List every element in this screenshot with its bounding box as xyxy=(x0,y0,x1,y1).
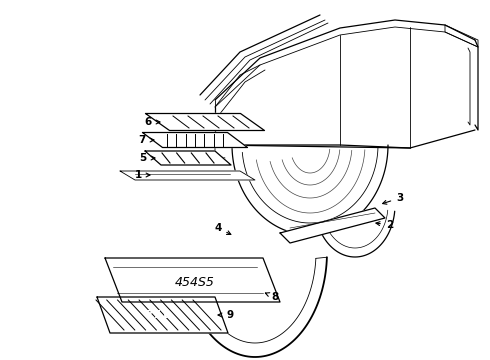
Polygon shape xyxy=(145,151,231,165)
Text: 2: 2 xyxy=(387,220,393,230)
Polygon shape xyxy=(105,258,280,302)
Polygon shape xyxy=(120,171,255,180)
Text: 9: 9 xyxy=(226,310,234,320)
Text: 1: 1 xyxy=(134,170,142,180)
Text: Z71: Z71 xyxy=(145,310,169,320)
Text: 4: 4 xyxy=(214,223,221,233)
Text: 5: 5 xyxy=(139,153,147,163)
Polygon shape xyxy=(280,208,385,243)
Text: 7: 7 xyxy=(138,135,146,145)
Polygon shape xyxy=(146,113,265,131)
Text: 6: 6 xyxy=(145,117,151,127)
Text: 8: 8 xyxy=(271,292,279,302)
Polygon shape xyxy=(97,297,228,333)
Text: 3: 3 xyxy=(396,193,404,203)
Text: 454S5: 454S5 xyxy=(175,275,215,288)
Polygon shape xyxy=(143,132,247,148)
